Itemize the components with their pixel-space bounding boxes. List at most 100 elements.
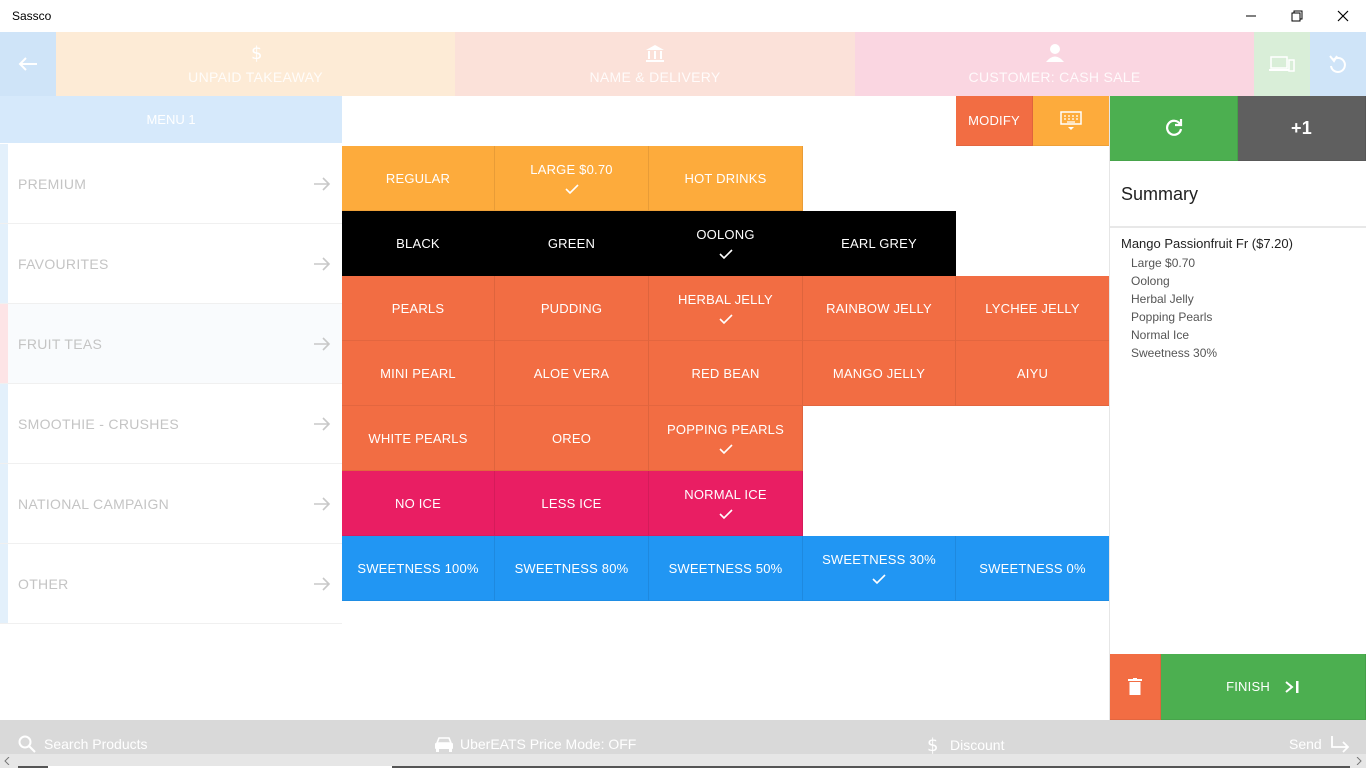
tile-label: LARGE $0.70 [530, 161, 613, 177]
name-delivery-button[interactable]: NAME & DELIVERY [455, 32, 855, 96]
tile-pearls[interactable]: PEARLS [342, 276, 495, 341]
tile-no-ice[interactable]: NO ICE [342, 471, 495, 536]
minimize-button[interactable] [1228, 0, 1274, 32]
scroll-right-icon[interactable] [1356, 757, 1362, 765]
tile-sweetness-30[interactable]: SWEETNESS 30% [803, 536, 956, 601]
order-modifier: Herbal Jelly [1131, 292, 1194, 306]
tile-less-ice[interactable]: LESS ICE [495, 471, 649, 536]
devices-button[interactable] [1254, 32, 1310, 96]
panel-divider [1109, 96, 1110, 720]
tile-oolong[interactable]: OOLONG [649, 211, 803, 276]
keyboard-button[interactable] [1033, 96, 1110, 146]
scrollbar-track [18, 766, 1350, 768]
send-button[interactable]: Send [1289, 735, 1350, 753]
tile-label: SWEETNESS 0% [979, 560, 1086, 576]
tile-aloe-vera[interactable]: ALOE VERA [495, 341, 649, 406]
modify-button[interactable]: MODIFY [956, 96, 1033, 146]
refresh-button[interactable] [1110, 96, 1238, 161]
category-color-bar [0, 304, 8, 383]
delete-button[interactable] [1110, 654, 1161, 720]
category-smoothie-crushes[interactable]: SMOOTHIE - CRUSHES [0, 384, 342, 464]
tile-hot-drinks[interactable]: HOT DRINKS [649, 146, 803, 211]
tile-white-pearls[interactable]: WHITE PEARLS [342, 406, 495, 471]
tile-lychee-jelly[interactable]: LYCHEE JELLY [956, 276, 1110, 341]
tile-label: SWEETNESS 80% [514, 560, 629, 576]
arrow-right-icon [302, 496, 342, 512]
scroll-left-icon[interactable] [4, 757, 10, 765]
tile-popping-pearls[interactable]: POPPING PEARLS [649, 406, 803, 471]
tile-rainbow-jelly[interactable]: RAINBOW JELLY [803, 276, 956, 341]
restore-button[interactable] [1274, 0, 1320, 32]
horizontal-scrollbar[interactable] [0, 754, 1366, 768]
tile-sweetness-80[interactable]: SWEETNESS 80% [495, 536, 649, 601]
trash-icon [1128, 677, 1142, 695]
car-icon [435, 737, 453, 752]
tile-earl-grey[interactable]: EARL GREY [803, 211, 956, 276]
person-icon [1045, 44, 1064, 62]
category-premium[interactable]: PREMIUM [0, 144, 342, 224]
tile-label: MINI PEARL [380, 365, 456, 381]
ubereats-mode-button[interactable]: UberEATS Price Mode: OFF [434, 735, 636, 753]
tile-pudding[interactable]: PUDDING [495, 276, 649, 341]
tile-herbal-jelly[interactable]: HERBAL JELLY [649, 276, 803, 341]
tile-label: RAINBOW JELLY [826, 300, 932, 316]
category-fruit-teas[interactable]: FRUIT TEAS [0, 304, 342, 384]
order-modifier: Oolong [1131, 274, 1170, 288]
undo-button[interactable] [1310, 32, 1366, 96]
order-type-button[interactable]: $ UNPAID TAKEAWAY [56, 32, 455, 96]
customer-button[interactable]: CUSTOMER: CASH SALE [855, 32, 1254, 96]
category-label: NATIONAL CAMPAIGN [18, 495, 170, 512]
menu-header[interactable]: MENU 1 [0, 96, 342, 143]
refresh-icon [1165, 119, 1182, 136]
tile-label: EARL GREY [841, 235, 917, 251]
check-icon [718, 443, 733, 454]
tile-label: ALOE VERA [533, 365, 610, 381]
tile-mini-pearl[interactable]: MINI PEARL [342, 341, 495, 406]
tile-red-bean[interactable]: RED BEAN [649, 341, 803, 406]
search-icon [18, 735, 36, 753]
keyboard-icon [1060, 110, 1082, 130]
tile-label: OOLONG [696, 226, 755, 242]
tile-sweetness-100[interactable]: SWEETNESS 100% [342, 536, 495, 601]
plus-one-label: +1 [1291, 117, 1312, 138]
devices-icon [1269, 56, 1295, 72]
search-products-button[interactable]: Search Products [18, 735, 148, 753]
category-label: PREMIUM [18, 175, 87, 192]
tile-oreo[interactable]: OREO [495, 406, 649, 471]
name-delivery-label: NAME & DELIVERY [589, 69, 721, 85]
category-national-campaign[interactable]: NATIONAL CAMPAIGN [0, 464, 342, 544]
ubereats-label: UberEATS Price Mode: OFF [460, 736, 637, 752]
back-button[interactable] [0, 32, 56, 96]
modify-label: MODIFY [968, 113, 1020, 128]
category-other[interactable]: OTHER [0, 544, 342, 624]
tile-green[interactable]: GREEN [495, 211, 649, 276]
tile-large[interactable]: LARGE $0.70 [495, 146, 649, 211]
arrow-right-icon [302, 576, 342, 592]
tile-aiyu[interactable]: AIYU [956, 341, 1110, 406]
arrow-right-icon [302, 336, 342, 352]
category-label: SMOOTHIE - CRUSHES [18, 415, 179, 432]
arrow-right-icon [302, 256, 342, 272]
tile-label: POPPING PEARLS [667, 421, 784, 437]
check-icon [564, 183, 579, 194]
category-favourites[interactable]: FAVOURITES [0, 224, 342, 304]
finish-button[interactable]: FINISH [1161, 654, 1366, 720]
order-modifier: Normal Ice [1131, 328, 1190, 342]
tile-label: SWEETNESS 100% [357, 560, 479, 576]
close-button[interactable] [1320, 0, 1366, 32]
category-color-bar [0, 384, 8, 463]
plus-one-button[interactable]: +1 [1238, 96, 1366, 161]
send-label: Send [1289, 736, 1322, 752]
tile-normal-ice[interactable]: NORMAL ICE [649, 471, 803, 536]
scrollbar-thumb[interactable] [48, 766, 392, 768]
tile-regular[interactable]: REGULAR [342, 146, 495, 211]
arrow-right-icon [302, 176, 342, 192]
order-item-name[interactable]: Mango Passionfruit Fr ($7.20) [1121, 236, 1293, 251]
discount-button[interactable]: $ Discount [926, 735, 1004, 755]
tile-sweetness-0[interactable]: SWEETNESS 0% [956, 536, 1110, 601]
tile-black[interactable]: BLACK [342, 211, 495, 276]
tile-mango-jelly[interactable]: MANGO JELLY [803, 341, 956, 406]
tile-sweetness-50[interactable]: SWEETNESS 50% [649, 536, 803, 601]
discount-label: Discount [950, 737, 1005, 753]
check-icon [872, 573, 886, 584]
